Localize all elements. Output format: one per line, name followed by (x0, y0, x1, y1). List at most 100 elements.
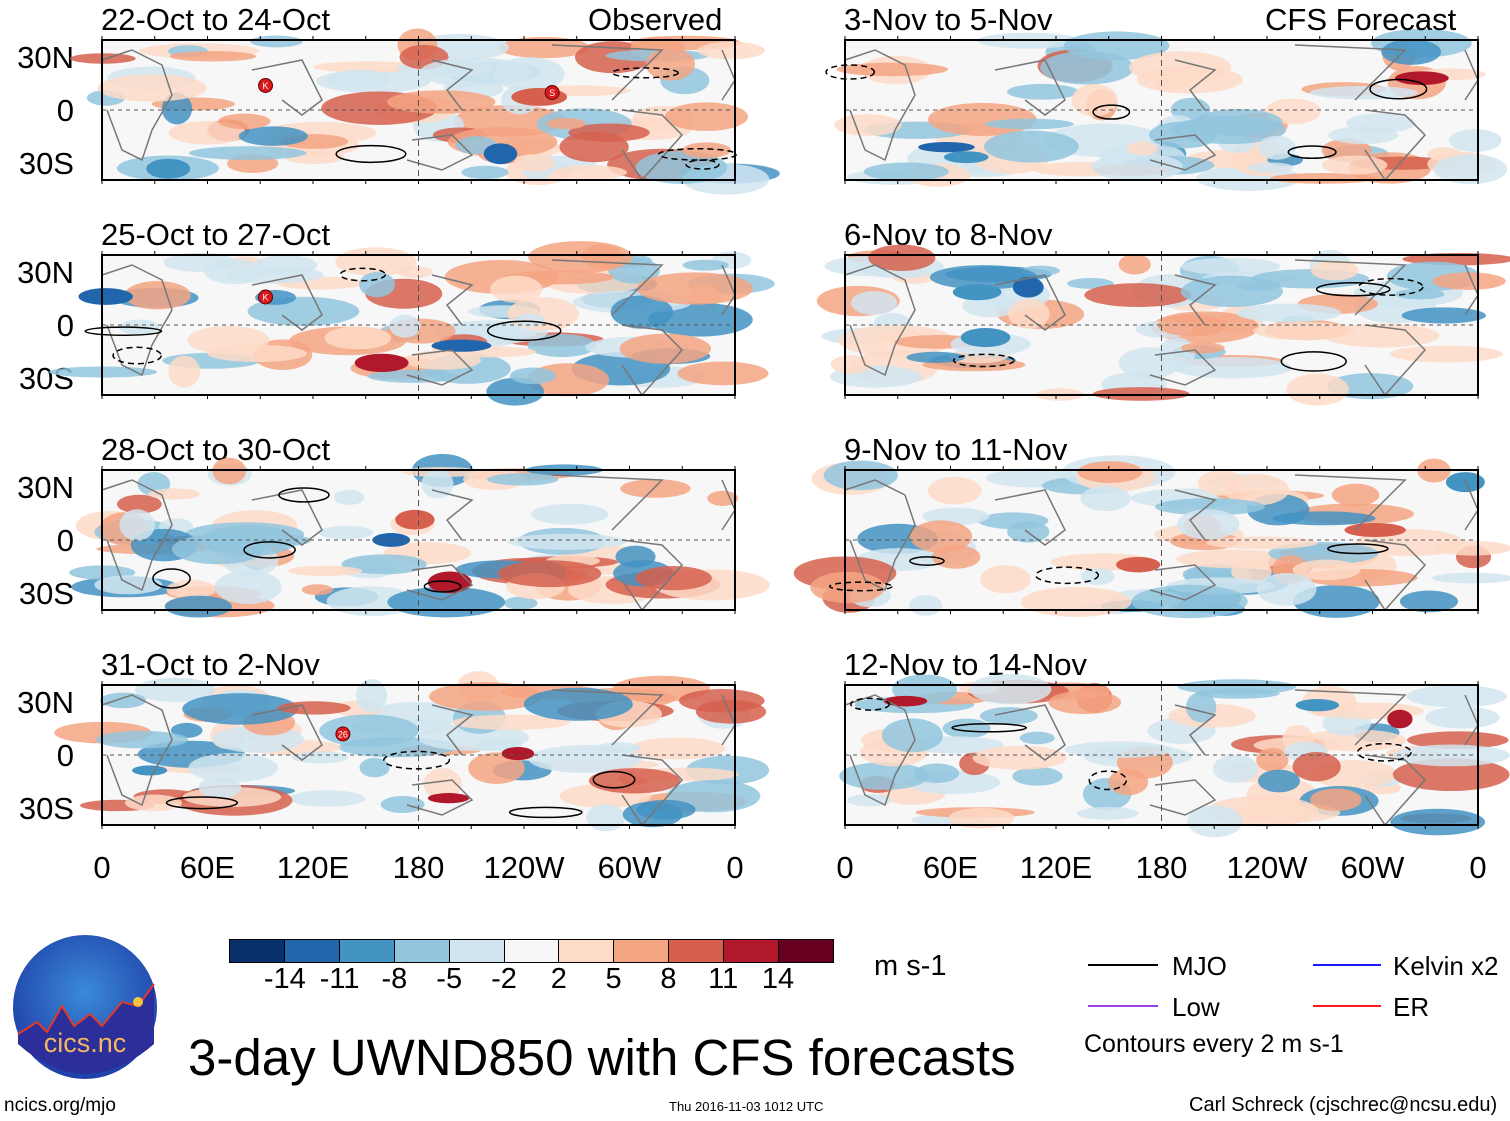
mjo-contour (850, 697, 890, 711)
longitude-label: 120E (1019, 850, 1093, 885)
colorbar-bin (778, 940, 833, 962)
mjo-contour (951, 723, 1027, 733)
panel-title: 3-Nov to 5-Nov (844, 2, 1053, 37)
svg-text:26: 26 (338, 730, 348, 740)
mjo-contour (165, 796, 239, 810)
observed-header: Observed (588, 2, 723, 37)
panel-title: 28-Oct to 30-Oct (101, 432, 331, 467)
panel-title: 25-Oct to 27-Oct (101, 217, 331, 252)
latitude-label: 30S (18, 146, 74, 181)
mjo-contour (1369, 78, 1428, 100)
colorbar-bin (668, 940, 724, 962)
coastlines (844, 474, 1479, 612)
longitude-label: 0 (1469, 850, 1487, 885)
map-panel: KS (69, 28, 780, 195)
legend-label-low: Low (1172, 992, 1220, 1022)
colorbar-bin (393, 940, 449, 962)
mjo-contour (828, 581, 893, 592)
wind-anomaly-shading (69, 28, 780, 195)
mjo-contour (1035, 566, 1100, 585)
mjo-contour (486, 320, 562, 341)
panel-title: 12-Nov to 14-Nov (844, 647, 1087, 682)
longitude-label: 0 (836, 850, 854, 885)
forecast-header: CFS Forecast (1265, 2, 1457, 37)
colorbar-bin (613, 940, 669, 962)
colorbar-tick-label: -8 (381, 963, 408, 995)
latitude-label: 0 (56, 308, 74, 343)
latitude-label: 30N (17, 255, 74, 290)
colorbar-tick-label: -2 (491, 963, 517, 995)
wind-anomaly-shading (54, 671, 770, 832)
legend-line-mjo (1088, 964, 1158, 966)
colorbar-bin (558, 940, 614, 962)
legend-label-kelvin: Kelvin x2 (1393, 951, 1499, 981)
legend-line-low (1088, 1005, 1158, 1007)
map-panel (793, 455, 1510, 619)
colorbar-tick-label: 14 (761, 963, 795, 995)
svg-text:K: K (263, 81, 269, 91)
legend-label-er: ER (1393, 992, 1430, 1022)
mjo-contour (278, 487, 330, 503)
mjo-contour (508, 806, 583, 819)
mjo-contour (611, 67, 679, 79)
wind-anomaly-shading (816, 244, 1510, 406)
colorbar-bin (283, 940, 339, 962)
wind-anomaly-shading (834, 28, 1508, 191)
legend-label-mjo: MJO (1172, 951, 1227, 981)
mjo-contour (1092, 104, 1131, 120)
mjo-contour (152, 568, 191, 589)
map-panel (69, 453, 770, 618)
longitude-label: 120E (276, 850, 350, 885)
map-panel (816, 244, 1510, 406)
colorbar-bin (338, 940, 394, 962)
longitude-label: 180 (392, 850, 445, 885)
storm-marker: K (258, 78, 274, 93)
colorbar-tick-label: 5 (605, 963, 622, 995)
longitude-label: 0 (726, 850, 744, 885)
latitude-label: 30S (18, 791, 74, 826)
mjo-contour (423, 580, 462, 593)
logo-text: cics.nc (44, 1028, 127, 1058)
mjo-contour (383, 750, 451, 770)
colorbar-tick-label: 8 (660, 963, 677, 995)
colorbar-tick-label: 11 (708, 963, 739, 995)
colorbar-tick-label: 2 (550, 963, 567, 995)
panel-title: 22-Oct to 24-Oct (101, 2, 331, 37)
map-panel: K (48, 241, 775, 406)
coastlines (101, 259, 736, 397)
panel-title: 31-Oct to 2-Nov (101, 647, 320, 682)
legend-line-er (1313, 1005, 1381, 1007)
contour-note: Contours every 2 m s-1 (1084, 1030, 1344, 1058)
panel-title: 9-Nov to 11-Nov (844, 432, 1068, 467)
mjo-contour (243, 541, 296, 559)
colorbar-tick-label: -5 (436, 963, 463, 995)
figure-title: 3-day UWND850 with CFS forecasts (188, 1029, 1016, 1086)
mjo-contour (1327, 543, 1389, 555)
longitude-label: 120W (483, 850, 565, 885)
mjo-contour (1280, 351, 1347, 372)
coastlines (101, 689, 736, 827)
latitude-label: 0 (56, 93, 74, 128)
footer-timestamp: Thu 2016-11-03 1012 UTC (669, 1099, 824, 1114)
latitude-label: 30N (17, 470, 74, 505)
longitude-label: 60E (179, 850, 236, 885)
mjo-contour (84, 326, 163, 337)
colorbar-tick-label: -11 (319, 963, 360, 995)
panel-title: 6-Nov to 8-Nov (844, 217, 1053, 252)
longitude-label: 60W (597, 850, 662, 885)
mjo-contour (335, 144, 407, 164)
wind-anomaly-shading (69, 453, 770, 618)
longitude-label: 120W (1226, 850, 1308, 885)
coastlines (844, 689, 1479, 827)
storm-marker: 26 (335, 726, 351, 742)
cics-logo: cics.nc (12, 934, 158, 1080)
mjo-contour (1287, 145, 1337, 160)
map-panel: 26 (54, 671, 770, 832)
colorbar-bin (230, 940, 284, 962)
storm-marker: K (258, 289, 274, 305)
colorbar-bin (448, 940, 504, 962)
colorbar-units: m s-1 (874, 950, 947, 982)
footer-url[interactable]: ncics.org/mjo (4, 1095, 116, 1116)
mjo-contour (657, 147, 738, 161)
svg-text:K: K (263, 293, 269, 303)
